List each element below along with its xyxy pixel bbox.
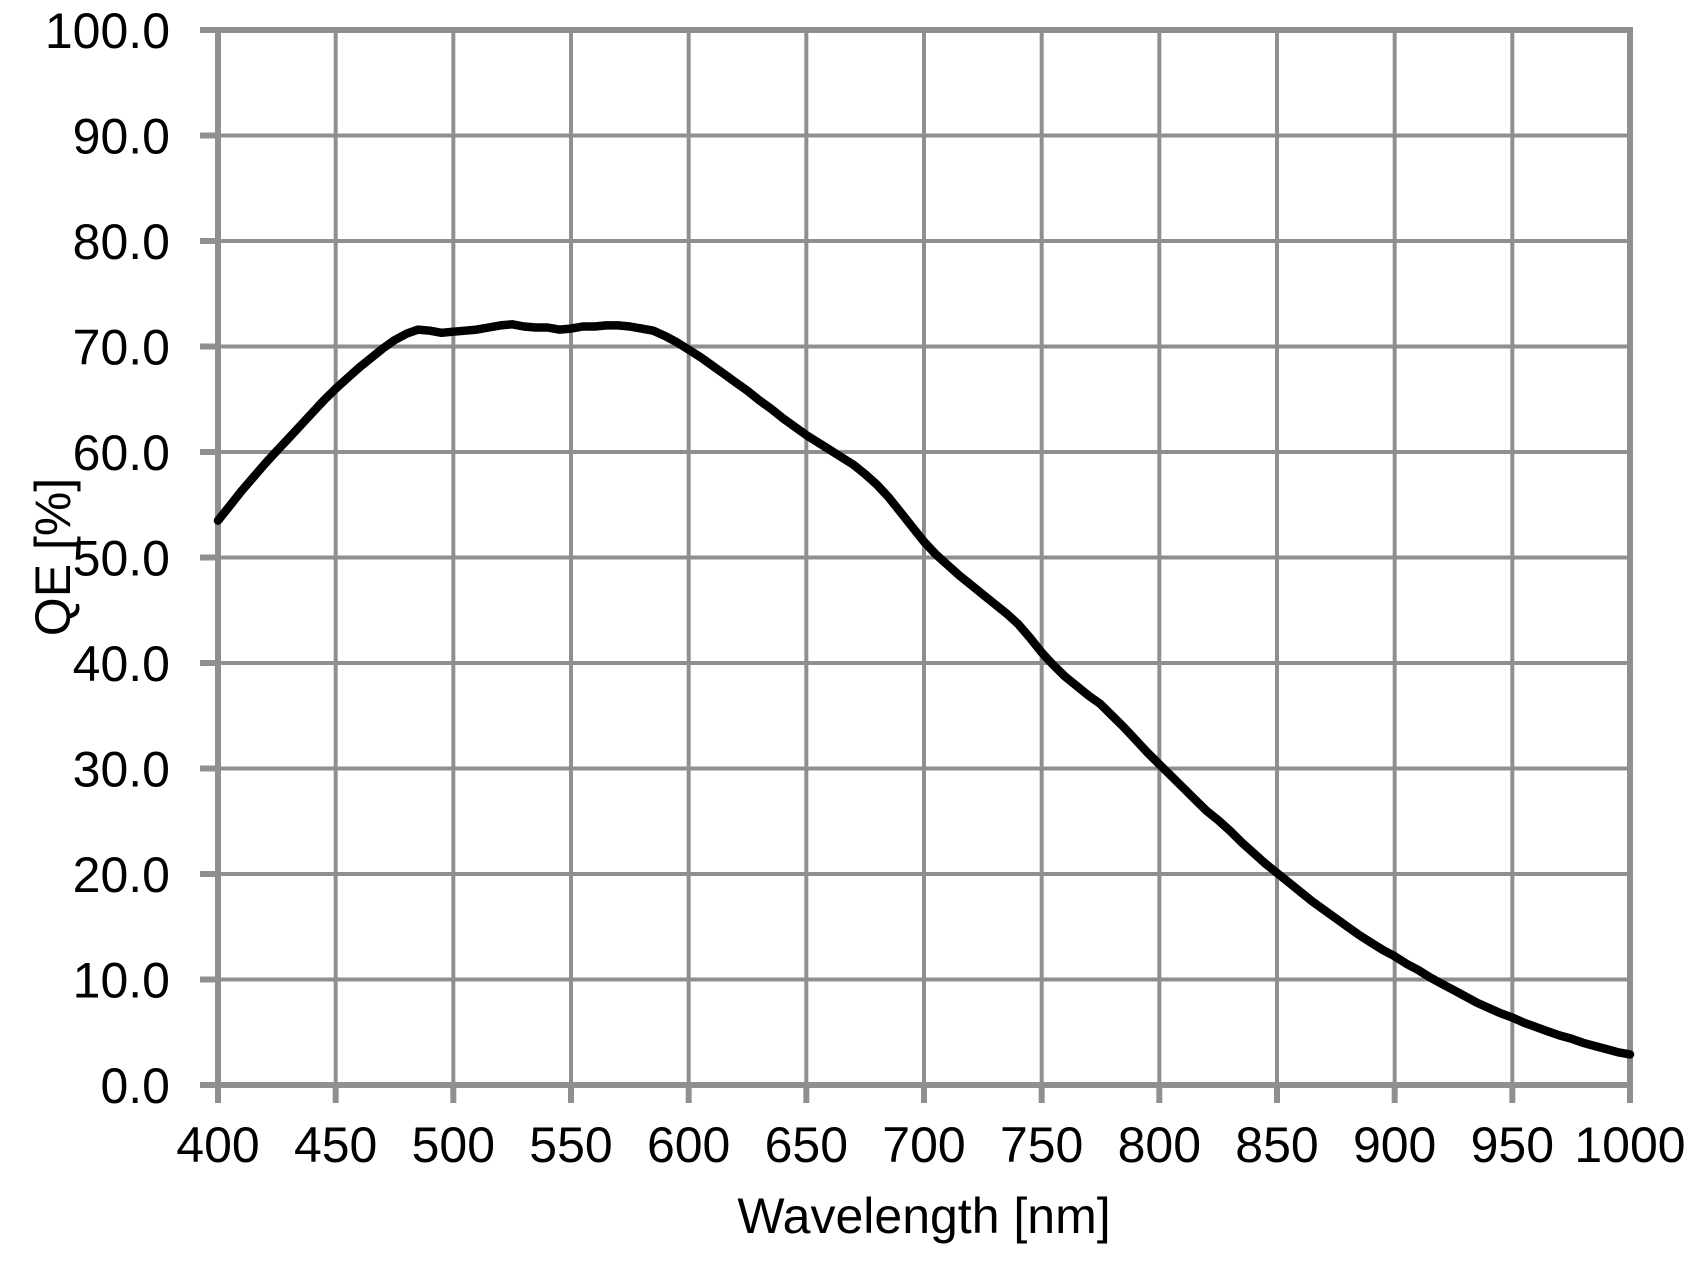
y-tick-label: 80.0 [73, 214, 170, 270]
x-tick-label: 800 [1118, 1117, 1201, 1173]
x-tick-label: 950 [1471, 1117, 1554, 1173]
x-tick-label: 600 [647, 1117, 730, 1173]
x-tick-label: 500 [412, 1117, 495, 1173]
y-axis-title: QE [%] [25, 478, 81, 636]
x-tick-label: 550 [529, 1117, 612, 1173]
x-tick-label: 900 [1353, 1117, 1436, 1173]
x-axis-title: Wavelength [nm] [737, 1188, 1110, 1244]
y-tick-label: 100.0 [45, 3, 170, 59]
y-tick-label: 10.0 [73, 953, 170, 1009]
y-tick-label: 20.0 [73, 847, 170, 903]
y-tick-labels: 0.0 10.0 20.0 30.0 40.0 50.0 60.0 70.0 80.0 90.0 1… [45, 3, 170, 1114]
y-tick-label: 90.0 [73, 109, 170, 165]
x-tick-label: 1000 [1574, 1117, 1685, 1173]
x-tick-label: 700 [882, 1117, 965, 1173]
qe-curve [213, 320, 1635, 1059]
x-tick-label: 400 [176, 1117, 259, 1173]
x-tick-label: 750 [1000, 1117, 1083, 1173]
x-tick-label: 850 [1235, 1117, 1318, 1173]
y-tick-label: 60.0 [73, 425, 170, 481]
y-tick-label: 0.0 [100, 1058, 170, 1114]
y-tick-label: 50.0 [73, 531, 170, 587]
x-tick-label: 650 [765, 1117, 848, 1173]
grid-lines [216, 28, 1632, 1087]
y-tick-label: 40.0 [73, 636, 170, 692]
x-tick-label: 450 [294, 1117, 377, 1173]
x-tick-labels: 400 450 500 550 600 650 700 750 800 850 900 950 1000 [176, 1117, 1685, 1173]
axis-ticks [200, 27, 1633, 1103]
y-tick-label: 70.0 [73, 320, 170, 376]
y-tick-label: 30.0 [73, 742, 170, 798]
